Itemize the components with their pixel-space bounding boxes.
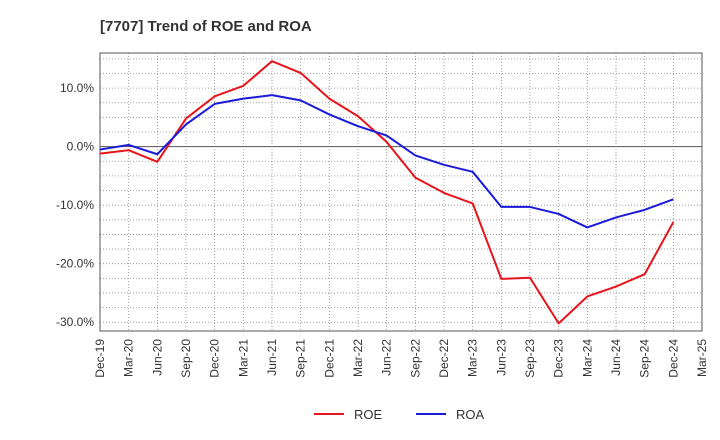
x-tick-label: Dec-24 <box>666 339 680 378</box>
y-tick-label: -10.0% <box>56 198 94 212</box>
x-tick-label: Sep-23 <box>523 339 537 378</box>
x-tick-label: Mar-22 <box>351 339 365 377</box>
plot-frame <box>99 52 703 332</box>
x-tick-label: Sep-20 <box>179 339 193 378</box>
x-tick-label: Dec-19 <box>93 339 107 378</box>
plot-area: 10.0% 0.0% -10.0% -20.0% -30.0% Dec-19 Mar-20 J… <box>56 52 709 378</box>
x-tick-label: Jun-20 <box>150 339 164 376</box>
x-tick-label: Jun-24 <box>609 339 623 376</box>
x-tick-label: Sep-21 <box>294 339 308 378</box>
x-tick-label: Jun-21 <box>265 339 279 376</box>
x-tick-label: Mar-25 <box>695 339 709 377</box>
x-tick-label: Dec-20 <box>208 339 222 378</box>
y-tick-label: 0.0% <box>67 140 95 154</box>
legend: ROE ROA <box>314 407 485 422</box>
x-tick-label: Mar-21 <box>236 339 250 377</box>
chart-title: [7707] Trend of ROE and ROA <box>100 18 312 35</box>
series-line-roe <box>99 60 675 325</box>
x-tick-label: Dec-23 <box>552 339 566 378</box>
plot-background <box>100 53 702 331</box>
y-tick-label: -30.0% <box>56 315 94 329</box>
x-tick-label: Dec-22 <box>437 339 451 378</box>
x-tick-label: Jun-23 <box>494 339 508 376</box>
x-tick-label: Mar-23 <box>466 339 480 377</box>
series-line-roa <box>99 94 674 229</box>
y-tick-label: 10.0% <box>60 81 94 95</box>
x-tick-label: Dec-21 <box>322 339 336 378</box>
y-tick-label: -20.0% <box>56 257 94 271</box>
legend-label-roe: ROE <box>354 407 383 422</box>
x-tick-label: Sep-22 <box>408 339 422 378</box>
x-tick-label: Jun-22 <box>380 339 394 376</box>
x-tick-label: Sep-24 <box>638 339 652 378</box>
legend-label-roa: ROA <box>456 407 485 422</box>
x-tick-label: Mar-24 <box>580 339 594 377</box>
x-tick-label: Mar-20 <box>122 339 136 377</box>
